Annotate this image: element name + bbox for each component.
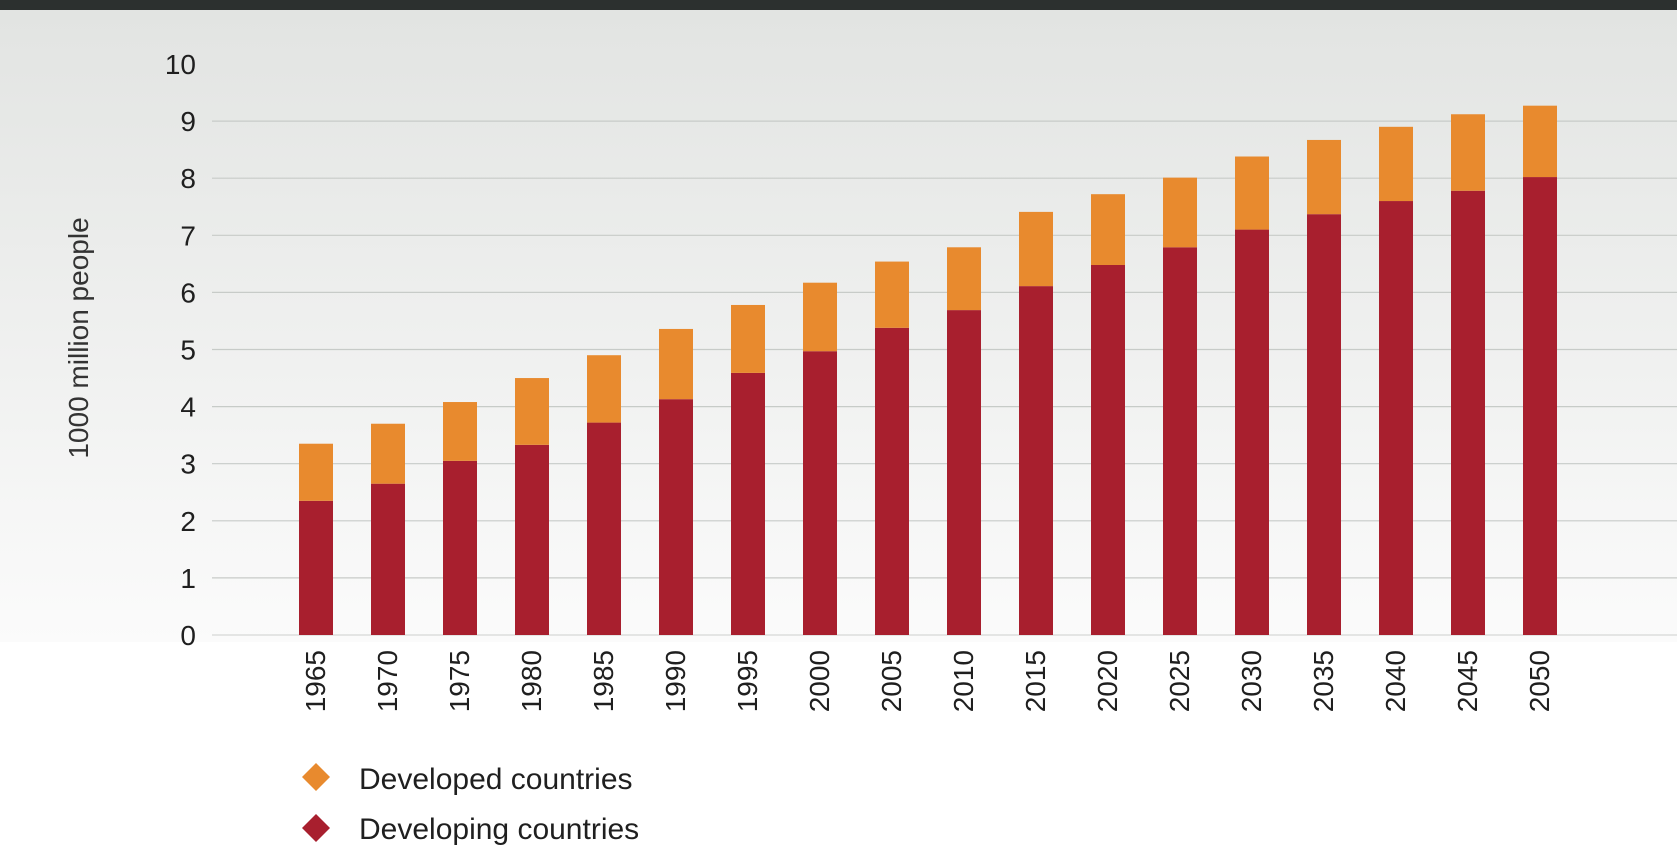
bar-developing-countries-1975 <box>443 460 477 635</box>
x-tick-label: 2035 <box>1308 650 1339 712</box>
y-tick-label: 0 <box>180 620 196 651</box>
legend-item-developing: Developing countries <box>302 813 639 846</box>
bar-developed-countries-1965 <box>299 443 333 501</box>
bar-developed-countries-2030 <box>1235 156 1269 230</box>
x-tick-label: 2025 <box>1164 650 1195 712</box>
bar-developed-countries-1995 <box>731 304 765 373</box>
bar-developed-countries-1990 <box>659 328 693 400</box>
bar-developing-countries-2050 <box>1523 177 1557 636</box>
x-tick-label: 2000 <box>804 650 835 712</box>
bar-developed-countries-1985 <box>587 355 621 423</box>
bars <box>299 105 1557 636</box>
bar-developing-countries-2020 <box>1091 264 1125 635</box>
x-tick-labels: 1965 1970 1975 1980 1985 1990 1995 2000 2005 2010… <box>300 650 1555 712</box>
x-tick-label: 2030 <box>1236 650 1267 712</box>
bar-developed-countries-2035 <box>1307 139 1341 215</box>
diamond-icon <box>302 763 330 791</box>
x-tick-label: 1970 <box>372 650 403 712</box>
plot-background <box>0 10 1677 642</box>
x-tick-label: 2015 <box>1020 650 1051 712</box>
bar-developed-countries-2000 <box>803 282 837 352</box>
x-tick-label: 1995 <box>732 650 763 712</box>
y-tick-label: 3 <box>180 449 196 480</box>
bar-developed-countries-1980 <box>515 378 549 445</box>
bar-developing-countries-2005 <box>875 327 909 635</box>
x-tick-label: 2040 <box>1380 650 1411 712</box>
x-tick-label: 1980 <box>516 650 547 712</box>
bar-developing-countries-1970 <box>371 483 405 635</box>
bar-developed-countries-1970 <box>371 423 405 484</box>
bar-developing-countries-2040 <box>1379 201 1413 636</box>
x-tick-label: 2020 <box>1092 650 1123 712</box>
x-tick-label: 1965 <box>300 650 331 712</box>
bar-developing-countries-1985 <box>587 422 621 635</box>
bar-developed-countries-2025 <box>1163 177 1197 248</box>
bar-developed-countries-2040 <box>1379 126 1413 202</box>
bar-developing-countries-1990 <box>659 399 693 635</box>
x-tick-label: 2050 <box>1524 650 1555 712</box>
x-tick-label: 1975 <box>444 650 475 712</box>
y-tick-labels: 0 1 2 3 4 5 6 7 8 9 10 <box>165 49 196 651</box>
bar-developed-countries-2050 <box>1523 105 1557 178</box>
x-tick-label: 2045 <box>1452 650 1483 712</box>
bar-developing-countries-2045 <box>1451 190 1485 635</box>
legend-label-developing: Developing countries <box>359 813 639 846</box>
y-tick-label: 1 <box>180 563 196 594</box>
x-tick-label: 1990 <box>660 650 691 712</box>
y-tick-label: 9 <box>180 106 196 137</box>
bar-developing-countries-2000 <box>803 351 837 635</box>
bar-developed-countries-2015 <box>1019 211 1053 287</box>
legend-item-developed: Developed countries <box>302 763 633 796</box>
y-tick-label: 7 <box>180 220 196 251</box>
top-bar <box>0 0 1677 10</box>
legend-label-developed: Developed countries <box>359 763 633 796</box>
bar-developed-countries-2045 <box>1451 114 1485 191</box>
bar-developed-countries-1975 <box>443 402 477 461</box>
bar-developing-countries-2030 <box>1235 229 1269 635</box>
diamond-icon <box>302 814 330 842</box>
y-tick-label: 4 <box>180 392 196 423</box>
y-tick-label: 10 <box>165 49 196 80</box>
bar-developed-countries-2005 <box>875 261 909 328</box>
bar-developing-countries-1995 <box>731 372 765 635</box>
bar-developing-countries-1980 <box>515 444 549 635</box>
x-tick-label: 1985 <box>588 650 619 712</box>
bar-developing-countries-2010 <box>947 310 981 635</box>
x-tick-label: 2005 <box>876 650 907 712</box>
x-tick-label: 2010 <box>948 650 979 712</box>
y-tick-label: 8 <box>180 163 196 194</box>
bar-developing-countries-2025 <box>1163 247 1197 635</box>
bar-developed-countries-2020 <box>1091 194 1125 265</box>
bar-developing-countries-1965 <box>299 500 333 635</box>
bar-developing-countries-2015 <box>1019 286 1053 635</box>
y-tick-label: 2 <box>180 506 196 537</box>
bar-developed-countries-2010 <box>947 247 981 311</box>
y-tick-label: 6 <box>180 277 196 308</box>
y-axis-title: 1000 million people <box>63 217 94 458</box>
legend: Developed countries Developing countries <box>302 763 639 846</box>
bar-developing-countries-2035 <box>1307 214 1341 635</box>
y-tick-label: 5 <box>180 335 196 366</box>
